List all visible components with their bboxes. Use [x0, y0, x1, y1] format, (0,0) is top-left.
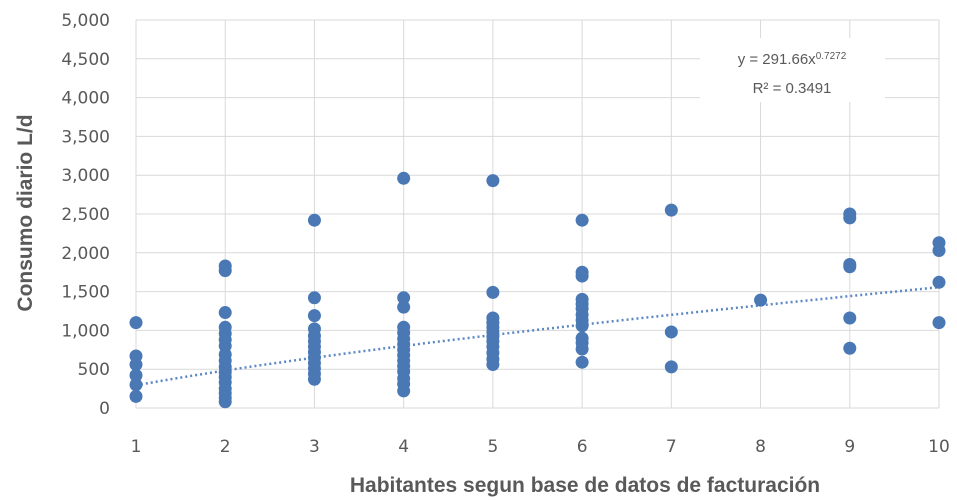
- r-squared-label: R² = 0.3491: [753, 80, 832, 97]
- y-tick-label: 1,500: [61, 283, 110, 303]
- data-point: [932, 316, 946, 330]
- data-point: [664, 203, 678, 217]
- x-tick-label: 4: [398, 437, 409, 457]
- data-point: [486, 358, 500, 372]
- x-tick-label: 8: [755, 437, 766, 457]
- y-tick-label: 4,000: [61, 89, 110, 109]
- data-point: [486, 174, 500, 188]
- data-point: [129, 389, 143, 403]
- data-point: [932, 243, 946, 257]
- data-points: [129, 171, 946, 409]
- x-tick-label: 1: [131, 437, 142, 457]
- y-tick-label: 500: [78, 360, 110, 380]
- trendline-equation-box: y = 291.66x0.7272 R² = 0.3491: [700, 38, 885, 102]
- data-point: [129, 316, 143, 330]
- x-tick-labels: 1 2 3 4 5 6 7 8 9 10: [131, 437, 950, 457]
- y-tick-label: 3,500: [61, 127, 110, 147]
- data-point: [307, 309, 321, 323]
- trendline: [135, 285, 940, 387]
- x-tick-label: 2: [220, 437, 231, 457]
- data-point: [575, 342, 589, 356]
- data-point: [932, 275, 946, 289]
- data-point: [307, 213, 321, 227]
- y-tick-label: 5,000: [61, 11, 110, 31]
- y-tick-label: 2,000: [61, 244, 110, 264]
- x-axis-title: Habitantes segun base de datos de factur…: [350, 474, 820, 497]
- data-point: [664, 325, 678, 339]
- data-point: [843, 211, 857, 225]
- data-point: [843, 260, 857, 274]
- data-point: [486, 285, 500, 299]
- y-tick-label: 2,500: [61, 205, 110, 225]
- data-point: [575, 319, 589, 333]
- data-point: [664, 360, 678, 374]
- data-point: [218, 264, 232, 278]
- data-point: [397, 171, 411, 185]
- data-point: [397, 300, 411, 314]
- data-point: [307, 291, 321, 305]
- x-tick-label: 3: [309, 437, 320, 457]
- data-point: [129, 378, 143, 392]
- x-tick-label: 5: [487, 437, 498, 457]
- y-tick-labels: 0 500 1,000 1,500 2,000 2,500 3,000 3,500 4,000 4…: [61, 11, 110, 419]
- data-point: [129, 358, 143, 372]
- data-point: [129, 368, 143, 382]
- data-point: [843, 341, 857, 355]
- x-tick-label: 9: [844, 437, 855, 457]
- y-axis-title: Consumo diario L/d: [14, 114, 37, 311]
- data-point: [218, 395, 232, 409]
- data-point: [843, 311, 857, 325]
- data-point: [575, 355, 589, 369]
- trendline-equation: y = 291.66x0.7272: [738, 51, 847, 69]
- data-point: [397, 291, 411, 305]
- y-tick-label: 1,000: [61, 321, 110, 341]
- data-point: [754, 293, 768, 307]
- data-point: [575, 269, 589, 283]
- x-tick-label: 6: [577, 437, 588, 457]
- data-point: [218, 306, 232, 320]
- y-tick-label: 4,500: [61, 50, 110, 70]
- data-point: [575, 213, 589, 227]
- x-tick-label: 7: [666, 437, 677, 457]
- data-point: [307, 372, 321, 386]
- y-tick-label: 3,000: [61, 166, 110, 186]
- data-point: [397, 384, 411, 398]
- y-tick-label: 0: [99, 399, 110, 419]
- x-tick-label: 10: [928, 437, 950, 457]
